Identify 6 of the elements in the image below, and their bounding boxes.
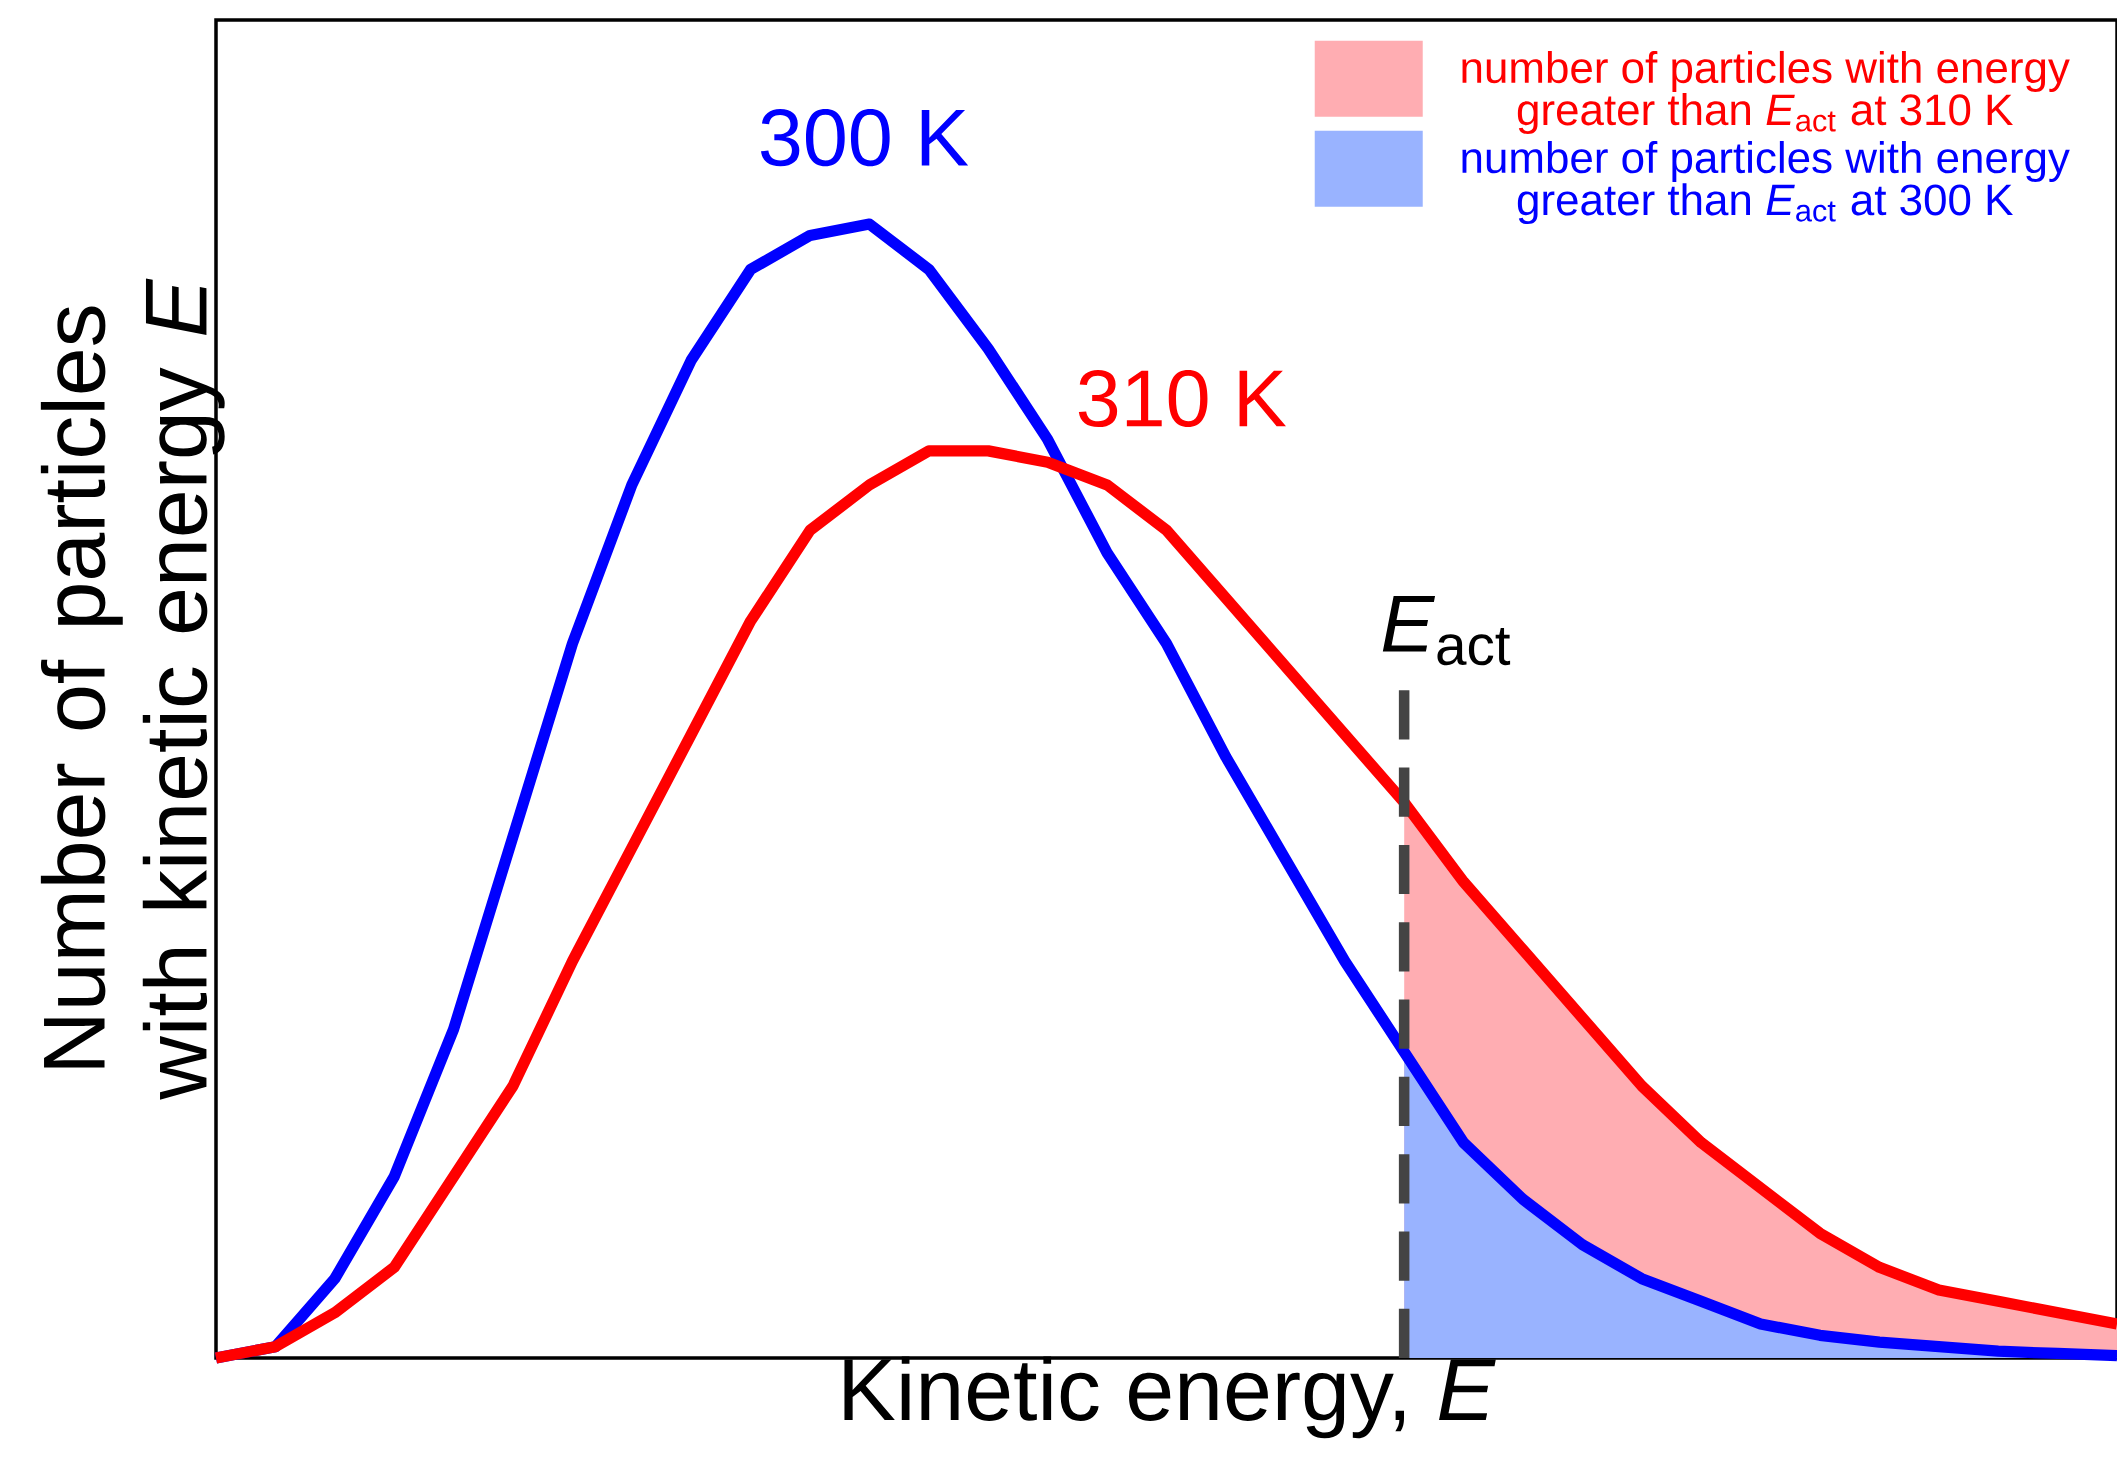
legend-label: number of particles with energy greater than E$_{act}$ at 310 K [1462,50,2070,135]
series-label: 310 K [1078,369,1286,428]
x-axis-title: Kinetic energy, E [844,1356,1496,1439]
annotation: E$_{act}$ [1382,595,1511,666]
series-label: 300 K [761,109,969,167]
legend-label: number of particles with energy greater than E$_{act}$ at 300 K [1462,140,2070,225]
